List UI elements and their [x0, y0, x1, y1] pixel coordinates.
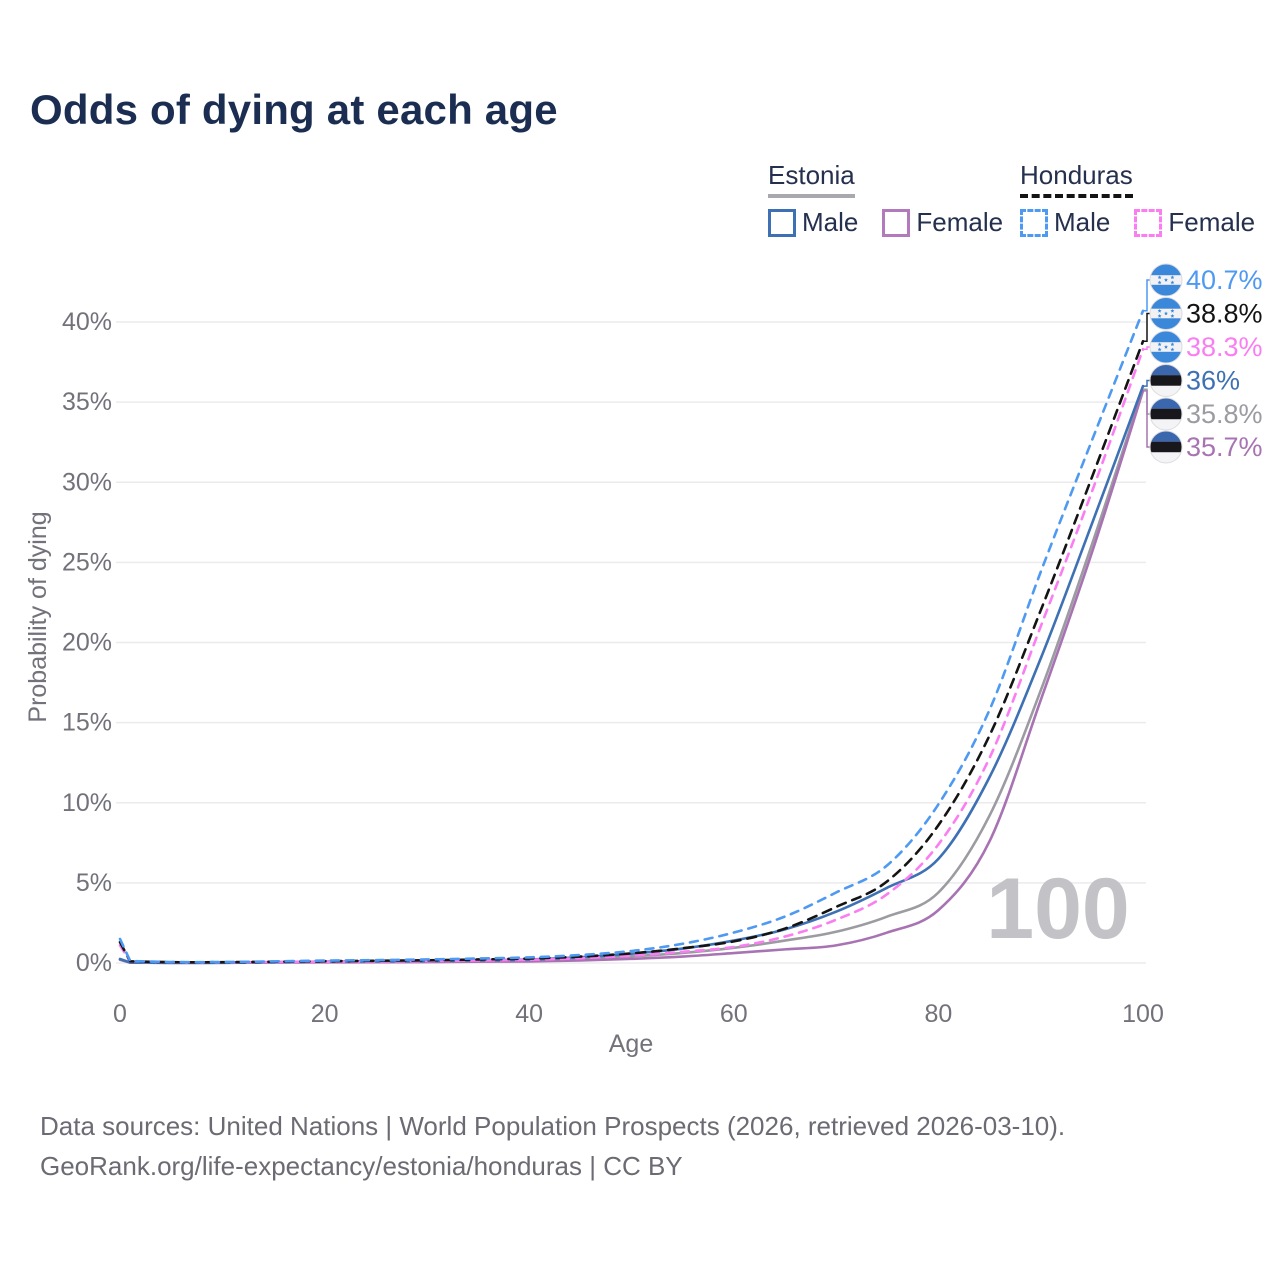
- legend-country-honduras[interactable]: Honduras: [1020, 160, 1133, 198]
- end-label-value: 38.3%: [1186, 332, 1263, 362]
- end-label-value: 38.8%: [1186, 299, 1263, 329]
- leader-line: [1143, 346, 1150, 350]
- legend-label-estonia-male: Male: [802, 207, 859, 237]
- x-tick-label: 20: [311, 1000, 339, 1028]
- x-axis-title: Age: [609, 1030, 653, 1058]
- end-label-honduras-male: 40.7%: [1149, 263, 1263, 297]
- x-tick-label: 60: [720, 1000, 748, 1028]
- legend-label-honduras-male: Male: [1054, 207, 1111, 237]
- y-tick-label: 5%: [76, 869, 112, 897]
- x-tick-label: 40: [515, 1000, 543, 1028]
- leader-line: [1143, 379, 1150, 387]
- legend-item-estonia-male[interactable]: Male: [768, 207, 858, 238]
- leader-line: [1143, 390, 1150, 448]
- x-tick-label: 0: [113, 1000, 127, 1028]
- end-label-value: 35.8%: [1186, 399, 1263, 429]
- y-tick-label: 25%: [62, 548, 112, 576]
- flag-icon-estonia: [1149, 397, 1183, 431]
- legend-country-estonia[interactable]: Estonia: [768, 160, 855, 198]
- end-label-estonia-female: 35.7%: [1149, 430, 1263, 464]
- legend-item-honduras-male[interactable]: Male: [1020, 207, 1110, 238]
- end-label-estonia-male: 36%: [1149, 364, 1240, 397]
- legend-item-honduras-female[interactable]: Female: [1134, 207, 1255, 238]
- flag-icon-estonia: [1149, 364, 1183, 397]
- x-tick-label: 100: [1122, 1000, 1164, 1028]
- flag-icon-honduras: [1149, 263, 1183, 297]
- legend-group-honduras: Honduras Male Female: [1020, 160, 1255, 238]
- leader-line: [1143, 312, 1150, 342]
- legend-row-honduras: Male Female: [1020, 207, 1255, 238]
- y-axis-title: Probability of dying: [24, 511, 52, 722]
- y-tick-label: 30%: [62, 468, 112, 496]
- leader-line: [1143, 279, 1150, 312]
- flag-icon-honduras: [1149, 330, 1183, 364]
- footer: Data sources: United Nations | World Pop…: [40, 1106, 1065, 1186]
- y-tick-label: 20%: [62, 629, 112, 657]
- legend-group-estonia: Estonia Male Female: [768, 160, 1003, 238]
- y-tick-label: 40%: [62, 308, 112, 336]
- flag-icon-estonia: [1149, 430, 1183, 464]
- legend-label-honduras-female: Female: [1168, 207, 1256, 237]
- honduras-male-swatch-icon: [1020, 208, 1048, 237]
- y-tick-label: 10%: [62, 789, 112, 817]
- y-tick-label: 35%: [62, 388, 112, 416]
- flag-icon-honduras: [1149, 297, 1183, 330]
- y-tick-label: 15%: [62, 709, 112, 737]
- legend-row-estonia: Male Female: [768, 207, 1003, 238]
- footer-data-sources: Data sources: United Nations | World Pop…: [40, 1111, 1066, 1141]
- end-label-value: 40.7%: [1186, 265, 1263, 295]
- end-label-honduras: 38.8%: [1149, 297, 1263, 330]
- legend-label-estonia-female: Female: [916, 207, 1004, 237]
- end-label-value: 36%: [1186, 366, 1240, 396]
- end-label-honduras-female: 38.3%: [1149, 330, 1263, 364]
- footer-attribution-link[interactable]: GeoRank.org/life-expectancy/estonia/hond…: [40, 1151, 683, 1181]
- legend-item-estonia-female[interactable]: Female: [882, 207, 1003, 238]
- estonia-male-swatch-icon: [768, 208, 796, 237]
- x-tick-label: 80: [924, 1000, 952, 1028]
- page-title: Odds of dying at each age: [30, 86, 558, 133]
- end-label-value: 35.7%: [1186, 432, 1263, 462]
- series-line-honduras-male[interactable]: [118, 309, 1145, 964]
- hover-age-watermark: 100: [986, 861, 1130, 957]
- honduras-female-swatch-icon: [1134, 208, 1163, 237]
- end-label-estonia: 35.8%: [1149, 397, 1263, 431]
- estonia-female-swatch-icon: [882, 208, 911, 237]
- y-tick-label: 0%: [76, 949, 112, 977]
